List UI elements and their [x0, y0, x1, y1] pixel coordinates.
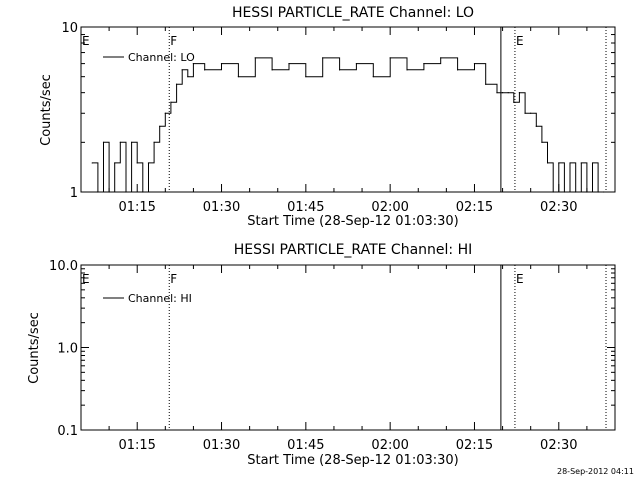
- chart-1-ylabel: Counts/sec: [39, 74, 54, 146]
- chart-1-data-point: [586, 191, 588, 193]
- chart-1-title: HESSI PARTICLE_RATE Channel: LO: [232, 5, 474, 21]
- chart-2-xlabel: Start Time (28-Sep-12 01:03:30): [247, 453, 458, 468]
- chart-1-ytick-label: 1: [70, 186, 78, 201]
- chart-2-legend-label: Channel: HI: [128, 292, 192, 305]
- chart-2-flag-label: F: [170, 272, 177, 286]
- chart-1-data-point: [541, 141, 543, 143]
- chart-1-data-point: [507, 92, 509, 94]
- chart-1-data-point: [153, 141, 155, 143]
- chart-1-xtick-label: 02:15: [456, 200, 493, 215]
- chart-2-xtick-label: 01:45: [287, 438, 324, 453]
- chart-2-ylabel: Counts/sec: [27, 312, 42, 384]
- chart-1-data-point: [575, 191, 577, 193]
- chart-1-data-point: [355, 63, 358, 65]
- chart-2-ytick-label: 1.0: [57, 342, 78, 357]
- chart-2-flag-label: E: [82, 272, 90, 286]
- chart-1-flag-label: E: [516, 34, 524, 48]
- chart-1-data-point: [108, 191, 110, 193]
- chart-1-data-point: [389, 57, 391, 59]
- chart-1-data-point: [254, 57, 256, 59]
- chart-1-data-point: [496, 92, 498, 94]
- chart-1-data-point: [473, 63, 476, 65]
- chart-1-data-point: [338, 69, 341, 71]
- chart-1-data-point: [125, 191, 127, 193]
- chart-1-data-point: [114, 162, 116, 164]
- chart-2-ytick-label: 10.0: [49, 259, 78, 274]
- chart-1-flag-label: F: [170, 34, 177, 48]
- chart-2-xtick-label: 01:30: [203, 438, 240, 453]
- chart-1-xtick-label: 01:45: [287, 200, 324, 215]
- chart-1-data-point: [164, 112, 166, 114]
- chart-1-data-point: [530, 112, 532, 114]
- chart-1-data-point: [440, 57, 442, 59]
- chart-1-data-point: [558, 162, 560, 164]
- chart-1-data-point: [91, 162, 93, 164]
- chart-2-flag-label: E: [516, 272, 524, 286]
- chart-1-data-point: [119, 141, 121, 143]
- chart-1-data-point: [170, 101, 172, 103]
- chart-1-xtick-label: 02:30: [540, 200, 577, 215]
- chart-1-xtick-label: 01:15: [118, 200, 155, 215]
- chart-2-frame: [80, 264, 616, 431]
- chart-1-data-point: [518, 92, 521, 94]
- chart-1-data-point: [591, 162, 594, 164]
- chart-2-ytick-label: 0.1: [57, 424, 78, 439]
- chart-1-data-point: [305, 76, 307, 78]
- chart-1-legend-label: Channel: LO: [128, 51, 195, 64]
- chart-1-data-point: [288, 63, 290, 65]
- chart-1-data-point: [406, 69, 408, 71]
- chart-1-data-point: [597, 191, 599, 193]
- chart-1-data-point: [535, 125, 537, 127]
- chart-1-data-point: [192, 63, 195, 65]
- chart-1-data-point: [136, 162, 138, 164]
- chart-2-xtick-label: 02:15: [456, 438, 493, 453]
- chart-2-xtick-label: 02:30: [540, 438, 577, 453]
- chart-1-flag-label: E: [82, 34, 90, 48]
- chart-1-data-point: [130, 141, 133, 143]
- chart-1-xlabel: Start Time (28-Sep-12 01:03:30): [247, 214, 458, 229]
- chart-1-data-point: [569, 162, 571, 164]
- chart-1-data-point: [563, 191, 566, 193]
- chart-1-data-point: [204, 69, 206, 71]
- chart-1-data-point: [372, 76, 374, 78]
- chart-1-data-point: [147, 162, 150, 164]
- chart-2-xtick-label: 01:15: [118, 438, 155, 453]
- chart-1-data-point: [181, 69, 183, 71]
- chart-1-data-point: [102, 141, 105, 143]
- chart-1-ytick-label: 10: [61, 21, 78, 36]
- chart-1-data-point: [237, 76, 239, 78]
- chart-1-data-point: [423, 63, 425, 65]
- chart-1-data-point: [271, 69, 273, 71]
- chart-1-data-point: [142, 191, 144, 193]
- chart-1-data-point: [580, 162, 582, 164]
- chart-1-frame: [80, 26, 616, 193]
- plot-timestamp: 28-Sep-2012 04:11: [557, 467, 634, 476]
- chart-1-xtick-label: 01:30: [203, 200, 240, 215]
- chart-1-data-point: [485, 83, 487, 85]
- chart-1-data-point: [175, 83, 178, 85]
- chart-1-data-point: [159, 125, 161, 127]
- chart-1-data-point: [187, 76, 189, 78]
- chart-1-data-point: [97, 191, 99, 193]
- chart-1-data-point: [513, 101, 515, 103]
- chart-2-xtick-label: 02:00: [371, 438, 408, 453]
- chart-1-data-point: [220, 63, 223, 65]
- chart-1-data-point: [546, 162, 549, 164]
- chart-1-data-point: [552, 191, 554, 193]
- chart-2-title: HESSI PARTICLE_RATE Channel: HI: [234, 242, 472, 258]
- chart-1-xtick-label: 02:00: [371, 200, 408, 215]
- chart-1-data-point: [322, 57, 324, 59]
- chart-1-data-point: [457, 69, 459, 71]
- chart-1-data-point: [524, 112, 526, 114]
- chart-1-data-point: [603, 191, 605, 193]
- chart-1-data-point: [501, 92, 504, 94]
